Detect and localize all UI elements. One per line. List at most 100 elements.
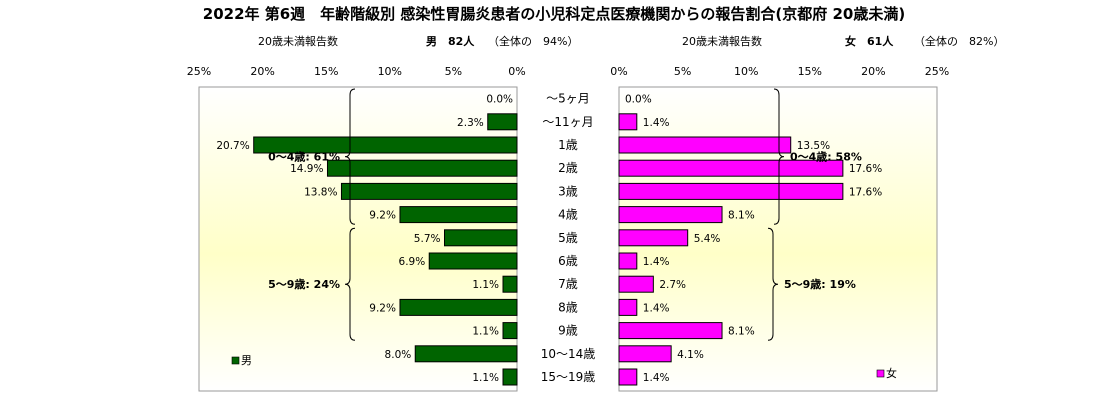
female-bar	[618, 159, 844, 177]
male-axis-tick: 0%	[508, 65, 525, 78]
male-data-label: 1.1%	[472, 279, 499, 291]
female-axis-ticks: 0% 5% 10% 15% 20% 25%	[610, 65, 949, 78]
female-bar	[618, 252, 638, 270]
male-data-label: 14.9%	[290, 163, 323, 175]
female-bar	[618, 206, 723, 224]
male-group-label: 5～9歳: 24%	[268, 277, 340, 291]
male-bar	[502, 322, 518, 340]
female-group-bracket	[767, 227, 779, 341]
female-data-label: 0.0%	[625, 94, 652, 106]
male-data-label: 1.1%	[472, 372, 499, 384]
female-legend-label: 女	[886, 366, 897, 380]
male-data-label: 9.2%	[369, 210, 396, 222]
male-axis-tick: 25%	[187, 65, 211, 78]
female-axis-tick: 5%	[674, 65, 691, 78]
female-axis-tick: 25%	[925, 65, 949, 78]
male-data-label: 13.8%	[304, 186, 337, 198]
male-axis-tick: 10%	[378, 65, 402, 78]
male-bar	[502, 368, 518, 386]
male-axis-tick: 5%	[445, 65, 462, 78]
female-data-label: 1.4%	[643, 372, 670, 384]
female-data-label: 17.6%	[849, 163, 882, 175]
age-category-label: ～5ヶ月	[546, 92, 590, 106]
male-axis-tick: 20%	[250, 65, 274, 78]
age-category-label: 10～14歳	[541, 347, 596, 361]
male-data-label: 0.0%	[486, 94, 513, 106]
female-data-label: 1.4%	[643, 256, 670, 268]
male-bar	[414, 345, 518, 363]
female-data-label: 8.1%	[728, 326, 755, 338]
female-data-label: 8.1%	[728, 210, 755, 222]
male-bar	[253, 136, 518, 154]
female-bar	[618, 322, 723, 340]
age-category-label: 8歳	[558, 300, 578, 314]
female-bar	[618, 368, 638, 386]
male-legend-swatch	[231, 356, 240, 365]
age-category-labels: ～5ヶ月 ～11ヶ月 1歳 2歳 3歳 4歳 5歳 6歳 7歳 8歳 9歳 10～14歳 15～19歳	[541, 92, 596, 384]
male-bar	[399, 206, 518, 224]
age-category-label: 6歳	[558, 254, 578, 268]
male-group-bracket	[344, 227, 356, 341]
female-axis-tick: 15%	[798, 65, 822, 78]
male-header-pct: （全体の 94%）	[488, 34, 578, 48]
male-data-label: 8.0%	[385, 349, 412, 361]
age-category-label: ～11ヶ月	[542, 115, 593, 129]
age-category-label: 7歳	[558, 277, 578, 291]
age-category-label: 9歳	[558, 324, 578, 338]
age-group-brackets: 0～4歳: 61% 5～9歳: 24% 0～4歳: 58% 5～9歳: 19%	[268, 88, 862, 341]
male-data-label: 5.7%	[414, 233, 441, 245]
male-axis-ticks: 25% 20% 15% 10% 5% 0%	[187, 65, 526, 78]
female-group-label: 5～9歳: 19%	[784, 277, 856, 291]
female-header-main: 女 61人	[845, 34, 894, 48]
female-axis-tick: 10%	[734, 65, 758, 78]
female-bars: 0.0% 1.4% 13.5% 17.6% 17.6% 8.1% 5.4% 1.4% 2.7% 1…	[618, 94, 882, 386]
female-bar	[618, 275, 654, 293]
female-data-label: 1.4%	[643, 117, 670, 129]
male-data-label: 20.7%	[216, 140, 249, 152]
female-header-sub: 20歳未満報告数	[682, 35, 762, 48]
age-category-label: 15～19歳	[541, 370, 596, 384]
female-bar	[618, 298, 638, 316]
female-data-label: 4.1%	[677, 349, 704, 361]
female-group-bracket	[773, 88, 785, 225]
female-axis-tick: 20%	[861, 65, 885, 78]
male-header-sub: 20歳未満報告数	[258, 35, 338, 48]
female-bar	[618, 345, 672, 363]
age-category-label: 2歳	[558, 161, 578, 175]
female-bar	[618, 136, 792, 154]
age-category-label: 1歳	[558, 138, 578, 152]
male-bar	[487, 113, 518, 131]
female-data-label: 17.6%	[849, 186, 882, 198]
male-bar	[326, 159, 518, 177]
male-bar	[443, 229, 518, 247]
male-data-label: 1.1%	[472, 326, 499, 338]
female-axis-tick: 0%	[610, 65, 627, 78]
male-header-main: 男 82人	[426, 34, 475, 48]
male-bars: 0.0%2.3% 20.7% 14.9% 13.8% 9.2% 5.7% 6.9% 1.1% 9…	[216, 94, 518, 386]
male-group-bracket	[344, 88, 356, 225]
female-data-label: 2.7%	[659, 279, 686, 291]
male-data-label: 9.2%	[369, 302, 396, 314]
male-bar	[428, 252, 518, 270]
female-data-label: 1.4%	[643, 302, 670, 314]
male-bar	[502, 275, 518, 293]
male-axis-tick: 15%	[314, 65, 338, 78]
male-legend-label: 男	[241, 354, 252, 367]
female-bar	[618, 182, 844, 200]
female-group-label: 0～4歳: 58%	[790, 150, 862, 164]
female-legend-swatch	[876, 369, 885, 378]
female-data-label: 5.4%	[694, 233, 721, 245]
age-category-label: 3歳	[558, 184, 578, 198]
male-bar	[340, 182, 518, 200]
male-data-label: 6.9%	[399, 256, 426, 268]
age-category-label: 5歳	[558, 231, 578, 245]
female-bar	[618, 113, 638, 131]
male-group-label: 0～4歳: 61%	[268, 150, 340, 164]
female-bar	[618, 229, 689, 247]
female-data-label: 13.5%	[797, 140, 830, 152]
female-header-pct: （全体の 82%）	[914, 34, 1004, 48]
chart-title: 2022年 第6週 年齢階級別 感染性胃腸炎患者の小児科定点医療機関からの報告割…	[203, 5, 905, 23]
age-category-label: 4歳	[558, 208, 578, 222]
male-data-label: 2.3%	[457, 117, 484, 129]
